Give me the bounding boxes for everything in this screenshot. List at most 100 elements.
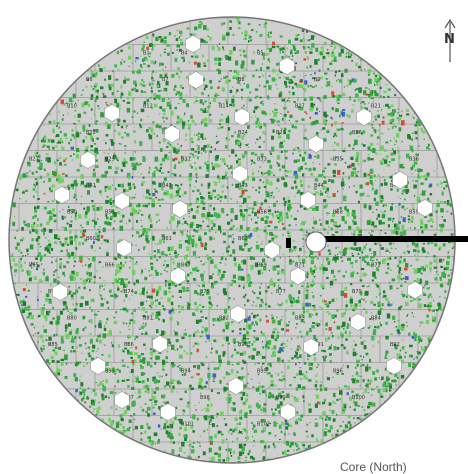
speckle [288, 55, 290, 58]
speckle [46, 310, 49, 316]
speckle [413, 195, 416, 197]
speckle [310, 122, 314, 126]
speckle [53, 160, 57, 165]
speckle [251, 218, 253, 221]
speckle [262, 456, 266, 458]
speckle [104, 78, 106, 81]
speckle [297, 159, 300, 163]
speckle [325, 431, 327, 433]
speckle [421, 175, 425, 178]
speckle [14, 282, 16, 285]
speckle [153, 132, 155, 135]
speckle [119, 414, 123, 417]
speckle [293, 299, 296, 303]
speckle [77, 99, 79, 101]
speckle [110, 342, 113, 344]
speckle [294, 66, 296, 69]
speckle [158, 318, 160, 321]
speckle [326, 304, 330, 308]
speckle [273, 350, 276, 353]
speckle [351, 109, 354, 113]
speckle [51, 212, 54, 215]
speckle [158, 406, 161, 410]
speckle [307, 185, 310, 188]
speckle [124, 145, 127, 147]
speckle [276, 162, 279, 164]
speckle [424, 224, 428, 229]
speckle [341, 158, 344, 160]
speckle [97, 105, 99, 107]
speckle [232, 450, 236, 454]
speckle [251, 355, 255, 360]
speckle [169, 385, 171, 388]
speckle [102, 333, 106, 339]
speckle [154, 103, 158, 108]
speckle [270, 374, 273, 377]
speckle [343, 195, 347, 202]
speckle [411, 204, 414, 207]
speckle [194, 167, 197, 171]
speckle [199, 335, 203, 338]
speckle [380, 395, 384, 398]
speckle [391, 126, 394, 129]
speckle [356, 88, 359, 90]
speckle [339, 115, 341, 118]
speckle [320, 387, 321, 389]
speckle [80, 230, 82, 234]
speckle [280, 151, 283, 153]
speckle [54, 234, 58, 240]
speckle [68, 289, 70, 291]
speckle [402, 294, 406, 298]
speckle [370, 264, 373, 268]
speckle [204, 243, 208, 246]
speckle [48, 120, 52, 124]
speckle [49, 113, 51, 116]
speckle [277, 351, 282, 354]
speckle [168, 220, 172, 225]
speckle [133, 130, 136, 133]
speckle [281, 165, 285, 169]
speckle [189, 271, 193, 275]
speckle [337, 270, 341, 273]
speckle [247, 195, 251, 199]
speckle [336, 100, 338, 102]
speckle [218, 86, 220, 89]
speckle [418, 120, 422, 126]
speckle [32, 263, 36, 266]
speckle [416, 278, 421, 283]
speckle [42, 348, 45, 350]
speckle [139, 163, 142, 166]
speckle [212, 273, 215, 275]
speckle [294, 82, 298, 86]
speckle [179, 31, 183, 35]
speckle [129, 415, 132, 417]
speckle [370, 312, 372, 314]
speckle [247, 248, 251, 252]
speckle [125, 278, 128, 280]
speckle [418, 175, 422, 179]
speckle [150, 274, 153, 276]
speckle [363, 90, 367, 95]
speckle [55, 269, 58, 272]
speckle [256, 314, 259, 317]
speckle [109, 139, 111, 141]
speckle [350, 171, 355, 177]
speckle [439, 276, 442, 279]
speckle [169, 436, 172, 439]
speckle [261, 240, 263, 243]
speckle [234, 348, 236, 351]
speckle [212, 191, 214, 193]
speckle [209, 302, 212, 305]
speckle [274, 434, 277, 437]
speckle [80, 183, 82, 187]
speckle [296, 356, 299, 360]
speckle [394, 126, 397, 128]
speckle [134, 151, 136, 153]
speckle [43, 232, 45, 234]
speckle [26, 316, 30, 319]
speckle [332, 401, 334, 404]
speckle [241, 189, 245, 195]
speckle [239, 195, 242, 198]
speckle [223, 316, 227, 319]
speckle [385, 271, 389, 274]
